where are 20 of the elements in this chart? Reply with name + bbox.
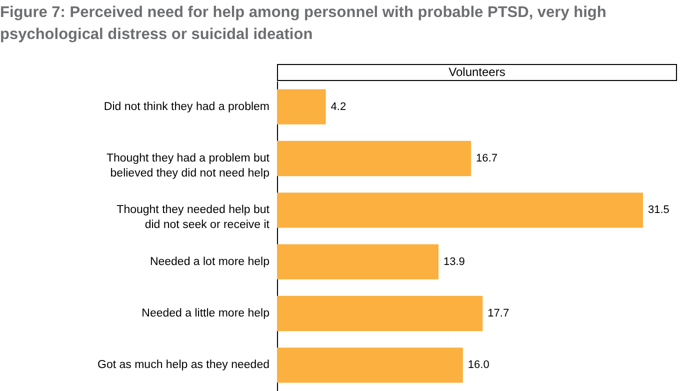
y-tick-label: Needed a little more help (142, 308, 270, 320)
data-label: 31.5 (648, 204, 670, 216)
y-tick-label: Did not think they had a problem (104, 100, 270, 113)
chart-title: Figure 7: Perceived need for help among personnel with probable PTSD, very high psychological distress or suicidal ideation (0, 3, 608, 45)
y-tick-label: Thought they needed help but did not seek or receive it (116, 204, 270, 232)
bar (277, 348, 463, 383)
data-label: 16.7 (476, 152, 498, 164)
bar (277, 89, 326, 124)
data-label: 16.0 (468, 359, 490, 372)
chart-subtitle: Volunteers (277, 64, 677, 81)
bar (277, 296, 483, 332)
bar (277, 140, 472, 176)
y-tick-label: Thought they had a problem but believed they did not need help (106, 152, 270, 180)
bar (277, 192, 643, 228)
data-label: 4.2 (330, 100, 346, 113)
y-tick-label: Needed a lot more help (150, 256, 270, 268)
data-label: 13.9 (444, 256, 465, 268)
bar (277, 244, 439, 280)
data-label: 17.7 (488, 308, 510, 320)
y-tick-label: Got as much help as they needed (98, 359, 270, 372)
